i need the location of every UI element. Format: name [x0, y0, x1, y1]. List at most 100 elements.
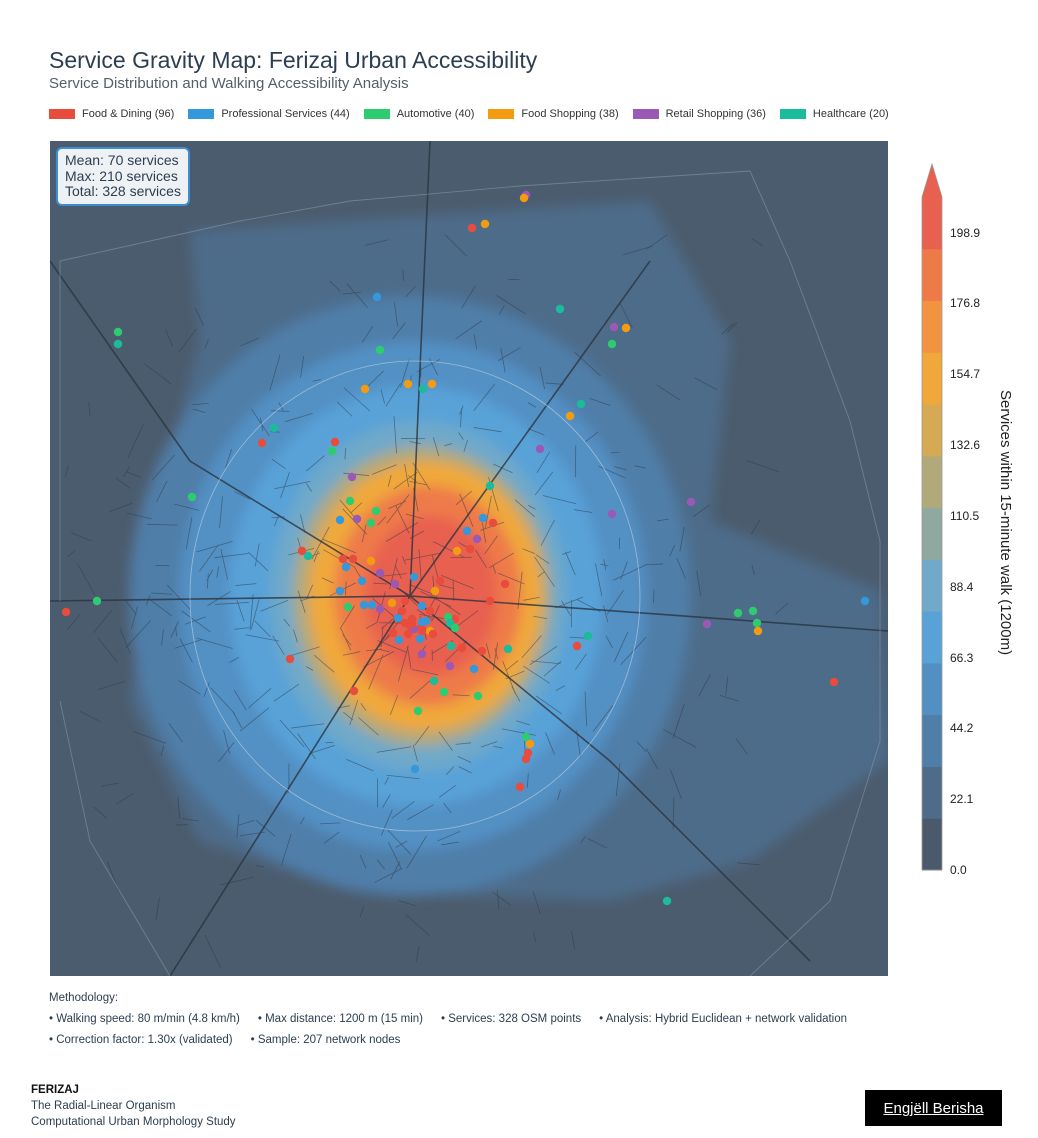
service-point-automotive[interactable]: [473, 691, 483, 701]
service-point-automotive[interactable]: [343, 602, 353, 612]
service-point-food-dining[interactable]: [403, 629, 413, 639]
service-point-food-dining[interactable]: [257, 438, 267, 448]
service-point-food-shopping[interactable]: [366, 556, 376, 566]
service-point-healthcare[interactable]: [303, 551, 313, 561]
service-point-food-dining[interactable]: [297, 546, 307, 556]
service-point-professional-services[interactable]: [860, 596, 870, 606]
service-point-food-dining[interactable]: [61, 607, 71, 617]
service-point-healthcare[interactable]: [555, 304, 565, 314]
service-point-food-dining[interactable]: [485, 596, 495, 606]
service-point-healthcare[interactable]: [113, 339, 123, 349]
service-point-food-dining[interactable]: [388, 628, 398, 638]
service-point-automotive[interactable]: [748, 606, 758, 616]
service-point-food-shopping[interactable]: [565, 411, 575, 421]
service-point-professional-services[interactable]: [417, 601, 427, 611]
accessibility-heatmap[interactable]: [50, 141, 888, 976]
service-point-food-shopping[interactable]: [430, 586, 440, 596]
service-point-retail-shopping[interactable]: [445, 661, 455, 671]
service-point-healthcare[interactable]: [429, 676, 439, 686]
service-point-retail-shopping[interactable]: [702, 619, 712, 629]
service-point-professional-services[interactable]: [417, 617, 427, 627]
service-point-automotive[interactable]: [521, 732, 531, 742]
service-point-retail-shopping[interactable]: [375, 568, 385, 578]
service-point-food-shopping[interactable]: [519, 193, 529, 203]
author-link[interactable]: Engjëll Berisha: [865, 1090, 1002, 1126]
service-point-professional-services[interactable]: [367, 600, 377, 610]
service-point-professional-services[interactable]: [335, 586, 345, 596]
service-point-professional-services[interactable]: [393, 613, 403, 623]
service-point-automotive[interactable]: [345, 496, 355, 506]
service-point-food-dining[interactable]: [417, 626, 427, 636]
service-point-food-dining[interactable]: [400, 596, 410, 606]
service-point-food-dining[interactable]: [285, 654, 295, 664]
service-point-retail-shopping[interactable]: [472, 534, 482, 544]
service-point-automotive[interactable]: [371, 506, 381, 516]
service-point-food-shopping[interactable]: [387, 598, 397, 608]
service-point-retail-shopping[interactable]: [347, 472, 357, 482]
service-point-healthcare[interactable]: [576, 399, 586, 409]
service-point-food-dining[interactable]: [829, 677, 839, 687]
service-point-automotive[interactable]: [450, 623, 460, 633]
service-point-healthcare[interactable]: [583, 631, 593, 641]
service-point-professional-services[interactable]: [478, 513, 488, 523]
service-point-automotive[interactable]: [327, 446, 337, 456]
service-point-automotive[interactable]: [439, 687, 449, 697]
service-point-retail-shopping[interactable]: [390, 579, 400, 589]
service-point-food-shopping[interactable]: [480, 219, 490, 229]
service-point-food-dining[interactable]: [435, 576, 445, 586]
service-point-food-dining[interactable]: [407, 619, 417, 629]
service-point-food-dining[interactable]: [397, 606, 407, 616]
service-point-retail-shopping[interactable]: [417, 649, 427, 659]
service-point-retail-shopping[interactable]: [375, 604, 385, 614]
service-point-retail-shopping[interactable]: [609, 322, 619, 332]
service-point-food-dining[interactable]: [400, 618, 410, 628]
service-point-food-dining[interactable]: [521, 754, 531, 764]
service-point-healthcare[interactable]: [418, 384, 428, 394]
service-point-automotive[interactable]: [607, 339, 617, 349]
service-point-retail-shopping[interactable]: [352, 514, 362, 524]
service-point-food-dining[interactable]: [488, 518, 498, 528]
service-point-retail-shopping[interactable]: [607, 509, 617, 519]
service-point-food-dining[interactable]: [425, 606, 435, 616]
service-point-healthcare[interactable]: [269, 423, 279, 433]
service-point-professional-services[interactable]: [394, 635, 404, 645]
service-point-food-dining[interactable]: [349, 686, 359, 696]
service-point-food-dining[interactable]: [572, 641, 582, 651]
service-point-professional-services[interactable]: [469, 664, 479, 674]
service-point-professional-services[interactable]: [462, 526, 472, 536]
service-point-food-shopping[interactable]: [360, 384, 370, 394]
service-point-food-dining[interactable]: [428, 629, 438, 639]
service-point-professional-services[interactable]: [372, 292, 382, 302]
service-point-food-dining[interactable]: [500, 579, 510, 589]
service-point-healthcare[interactable]: [446, 641, 456, 651]
service-point-food-dining[interactable]: [465, 544, 475, 554]
service-point-healthcare[interactable]: [485, 481, 495, 491]
service-point-professional-services[interactable]: [359, 600, 369, 610]
service-point-food-shopping[interactable]: [525, 739, 535, 749]
service-point-automotive[interactable]: [113, 327, 123, 337]
service-point-professional-services[interactable]: [415, 634, 425, 644]
service-point-professional-services[interactable]: [341, 562, 351, 572]
service-point-professional-services[interactable]: [410, 764, 420, 774]
service-point-food-shopping[interactable]: [403, 379, 413, 389]
service-point-healthcare[interactable]: [662, 896, 672, 906]
service-point-automotive[interactable]: [92, 596, 102, 606]
service-point-food-dining[interactable]: [467, 223, 477, 233]
service-point-food-shopping[interactable]: [753, 626, 763, 636]
service-point-automotive[interactable]: [733, 608, 743, 618]
service-point-professional-services[interactable]: [357, 576, 367, 586]
service-point-automotive[interactable]: [375, 345, 385, 355]
service-point-food-dining[interactable]: [515, 782, 525, 792]
service-point-automotive[interactable]: [366, 518, 376, 528]
service-point-food-dining[interactable]: [348, 554, 358, 564]
service-point-food-shopping[interactable]: [621, 323, 631, 333]
service-point-retail-shopping[interactable]: [535, 444, 545, 454]
service-point-automotive[interactable]: [752, 618, 762, 628]
service-point-food-dining[interactable]: [330, 437, 340, 447]
service-point-professional-services[interactable]: [409, 572, 419, 582]
service-point-food-shopping[interactable]: [427, 379, 437, 389]
service-point-food-dining[interactable]: [338, 554, 348, 564]
service-point-healthcare[interactable]: [503, 644, 513, 654]
service-point-food-dining[interactable]: [477, 646, 487, 656]
service-point-automotive[interactable]: [413, 706, 423, 716]
